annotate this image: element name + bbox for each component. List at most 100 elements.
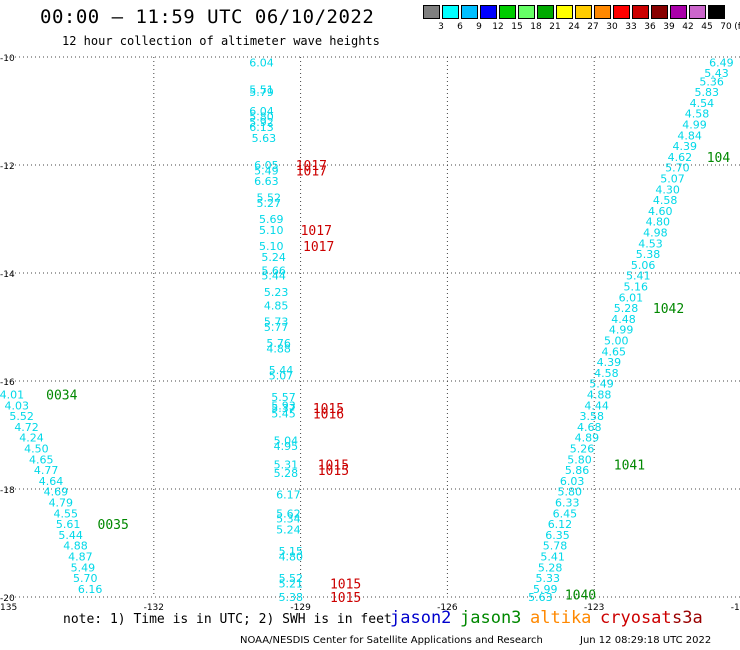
swh-value: 5.49 [589, 378, 614, 391]
lat-tick-label: -18 [0, 486, 15, 496]
swh-value: 5.49 [254, 164, 279, 177]
swh-value: 5.99 [533, 583, 558, 596]
satellite-legend-altika: altika [530, 608, 592, 628]
swh-value: 5.73 [264, 316, 289, 329]
track-id-label: 1015 [318, 459, 349, 474]
generation-timestamp: Jun 12 08:29:18 UTC 2022 [580, 635, 712, 646]
swh-value: 5.31 [274, 459, 299, 472]
swh-value: 5.49 [71, 561, 96, 574]
colorbar-swatch [423, 5, 440, 19]
swh-value: 3.58 [580, 410, 605, 423]
swh-value: 5.70 [73, 572, 98, 585]
swh-value: 4.95 [274, 440, 299, 453]
swh-value: 6.01 [619, 291, 644, 304]
colorbar-label: 6 [457, 22, 463, 32]
swh-value: 4.88 [266, 343, 291, 356]
swh-value: 4.62 [668, 151, 693, 164]
colorbar-label: 9 [476, 22, 482, 32]
swh-value: 4.58 [653, 194, 678, 207]
swh-value: 5.41 [540, 551, 565, 564]
swh-value: 6.45 [553, 507, 578, 520]
colorbar-label: 42 [682, 22, 694, 32]
colorbar-label: 3 [438, 22, 444, 32]
swh-value: 6.49 [709, 56, 734, 69]
swh-value: 5.70 [665, 162, 690, 175]
colorbar-swatch [461, 5, 478, 19]
swh-value: 5.36 [699, 75, 724, 88]
track-id-label: 1040 [565, 588, 596, 603]
swh-value: 6.35 [545, 529, 570, 542]
swh-value: 5.62 [276, 507, 301, 520]
swh-value: 5.16 [624, 281, 649, 294]
colorbar-swatch [651, 5, 668, 19]
swh-value: 6.16 [78, 583, 103, 596]
satellite-legend-jason2: jason2 [390, 608, 452, 628]
swh-value: 4.79 [49, 497, 74, 510]
swh-value: 5.80 [249, 110, 274, 123]
lat-tick-label: -16 [0, 378, 15, 388]
colorbar-swatch [499, 5, 516, 19]
swh-value: 5.28 [614, 302, 639, 315]
lon-tick-label: -129 [290, 603, 311, 613]
swh-value: 6.33 [555, 497, 580, 510]
swh-value: 5.41 [626, 270, 651, 283]
footnote: note: 1) Time is in UTC; 2) SWH is in fe… [63, 612, 392, 627]
swh-value: 5.83 [694, 86, 719, 99]
swh-value: 5.24 [276, 524, 301, 537]
swh-value: 4.50 [24, 443, 49, 456]
swh-value: 5.86 [565, 464, 590, 477]
swh-value: 6.12 [548, 518, 573, 531]
track-id-label: 1042 [653, 302, 684, 317]
swh-value: 5.80 [567, 453, 592, 466]
swh-value: 6.63 [254, 175, 279, 188]
swh-value: 4.54 [690, 97, 715, 110]
satellite-legend-cryosat: cryosat [600, 608, 672, 628]
colorbar-label: 12 [492, 22, 504, 32]
swh-value: 4.69 [44, 486, 69, 499]
swh-value: 5.33 [535, 572, 560, 585]
swh-value: 4.58 [594, 367, 619, 380]
swh-value: 5.04 [274, 434, 299, 447]
swh-value: 5.38 [636, 248, 661, 261]
lon-tick-label: -123 [584, 603, 604, 613]
colorbar-label: 33 [625, 22, 637, 32]
swh-value: 4.99 [682, 119, 707, 132]
swh-value: 5.80 [557, 486, 582, 499]
track-labels-layer: 0034003510410421041104010171017101710171… [46, 151, 730, 606]
swh-value: 5.52 [9, 410, 34, 423]
swh-values-layer: 6.045.515.796.045.805.926.135.636.055.49… [0, 56, 734, 604]
colorbar-unit: (ft) [734, 22, 740, 32]
axis-labels: -10 -12 -14 -16 -18 -20-135 -132 -129 -126 -123 -1… [0, 54, 740, 613]
swh-value: 5.34 [276, 513, 301, 526]
colorbar-swatch [518, 5, 535, 19]
colorbar-swatch [480, 5, 497, 19]
swh-value: 4.88 [63, 540, 88, 553]
swh-value: 5.78 [543, 540, 568, 553]
swh-value: 4.77 [34, 464, 59, 477]
swh-value: 4.84 [677, 129, 702, 142]
swh-value: 5.10 [259, 224, 284, 237]
swh-value: 5.51 [249, 83, 274, 96]
swh-value: 4.03 [5, 399, 30, 412]
colorbar-swatch [708, 5, 725, 19]
swh-value: 6.04 [249, 105, 274, 118]
swh-value: 5.45 [271, 407, 296, 420]
lon-tick-label: -126 [437, 603, 458, 613]
colorbar-label: 15 [511, 22, 523, 32]
track-id-label: 1016 [313, 407, 344, 422]
swh-value: 5.61 [56, 518, 81, 531]
track-id-label: 1041 [614, 459, 645, 474]
swh-value: 5.76 [266, 337, 291, 350]
swh-value: 5.07 [660, 173, 685, 186]
swh-value: 5.15 [279, 545, 304, 558]
swh-value: 5.10 [259, 240, 284, 253]
swh-value: 4.39 [672, 140, 697, 153]
lat-tick-label: -20 [0, 594, 15, 604]
swh-value: 4.01 [0, 389, 24, 402]
swh-value: 4.30 [655, 183, 680, 196]
swh-value: 4.87 [68, 551, 93, 564]
track-id-label: 1015 [313, 402, 344, 417]
colorbar-label: 36 [644, 22, 656, 32]
colorbar-label: 18 [530, 22, 542, 32]
